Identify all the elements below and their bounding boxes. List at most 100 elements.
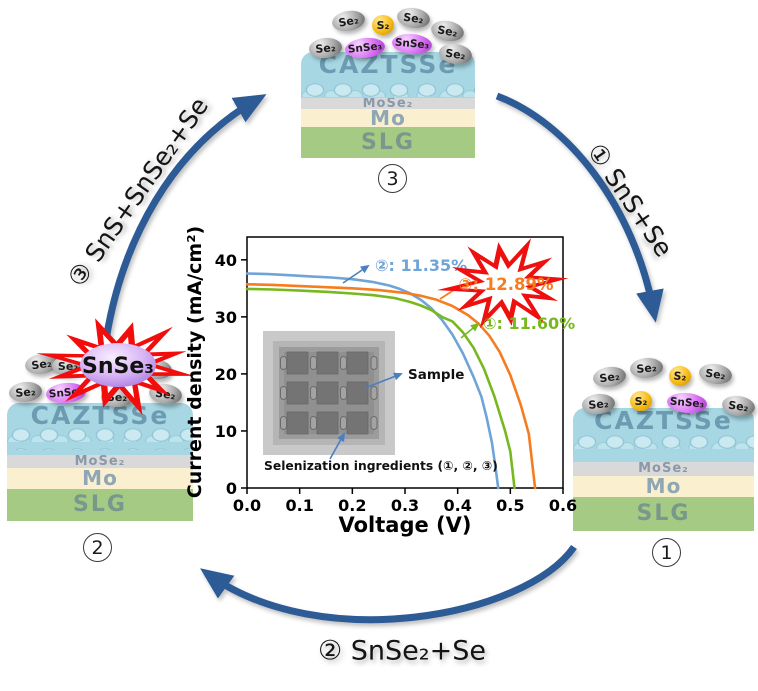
particle-cloud: Se₂ Se₂ S₂ Se₂ Se₂ S₂ SnSe₃ Se₂ xyxy=(573,350,756,570)
layer-mo-label: Mo xyxy=(370,109,406,127)
x-tick-label: 0.3 xyxy=(391,496,419,515)
particle-se2: Se₂ xyxy=(437,41,473,67)
particle-snse3: SnSe₃ xyxy=(391,32,433,56)
x-tick-label: 0.6 xyxy=(549,496,577,515)
ingredient-pellet xyxy=(310,416,317,430)
ingredient-pellet xyxy=(370,386,378,400)
layer-caztsse: CAZTSSe xyxy=(7,403,193,455)
layer-mose2-label: MoSe₂ xyxy=(638,462,689,476)
layer-caztsse-label: CAZTSSe xyxy=(594,408,733,435)
stack-label-2: 2 xyxy=(83,533,112,562)
particle-se2: Se₂ xyxy=(697,361,733,387)
layer-mose2: MoSe₂ xyxy=(7,455,193,468)
leader-green xyxy=(460,322,480,339)
caztsse-grain-texture xyxy=(301,79,475,98)
efficiency-starburst-inner xyxy=(459,253,548,314)
x-axis-title: Voltage (V) xyxy=(339,513,472,537)
leader-blue xyxy=(342,264,370,284)
x-tick-label: 0.4 xyxy=(443,496,471,515)
efficiency-label-3: ③: 12.89% xyxy=(458,275,554,294)
efficiency-label-2: ②: 11.35% xyxy=(375,256,467,275)
arrow-step2-icon xyxy=(200,544,577,624)
sample-label: Sample xyxy=(408,367,464,383)
sample-square xyxy=(286,411,309,435)
sample-square xyxy=(286,351,309,375)
particle-s2: S₂ xyxy=(630,391,652,411)
ingredient-pellet xyxy=(370,356,378,370)
ingredient-pellet xyxy=(310,386,317,400)
layer-mo-label: Mo xyxy=(82,468,118,489)
y-tick-label: 20 xyxy=(215,365,237,384)
particle-se2: Se₂ xyxy=(395,5,431,31)
layer-mo: Mo xyxy=(301,109,475,127)
jv-curve-① xyxy=(245,287,516,490)
leader-sample xyxy=(364,372,403,389)
x-tick-label: 0.2 xyxy=(338,496,366,515)
leader-ingredients xyxy=(329,432,345,460)
layer-slg: SLG xyxy=(7,489,193,521)
ingredient-pellet xyxy=(340,356,347,370)
x-tick-label: 0.1 xyxy=(285,496,313,515)
particle-s2: S₂ xyxy=(668,365,692,387)
layer-mo: Mo xyxy=(573,476,754,497)
particle-se2: Se₂ xyxy=(330,8,366,34)
sample-square xyxy=(286,381,309,405)
y-tick-label: 40 xyxy=(215,251,237,270)
layer-caztsse-label: CAZTSSe xyxy=(318,52,458,79)
sample-square xyxy=(346,411,369,435)
layer-slg-label: SLG xyxy=(636,501,691,527)
sample-square xyxy=(316,381,339,405)
ingredients-label: Selenization ingredients (①, ②, ③) xyxy=(264,459,498,473)
layer-mo: Mo xyxy=(7,468,193,489)
ingredient-pellet xyxy=(310,356,317,370)
snse3-starburst: SnSe₃ xyxy=(36,318,195,416)
particle-cloud: Se₂ S₂ Se₂ Se₂ Se₂ SnSe₃ SnSe₃ Se₂ xyxy=(298,5,478,203)
layer-caztsse-label: CAZTSSe xyxy=(30,403,170,430)
stack-label-1: 1 xyxy=(652,538,681,567)
y-tick-label: 30 xyxy=(215,308,237,327)
particle-snse3: SnSe₃ xyxy=(666,391,708,415)
jv-curve-③ xyxy=(245,282,537,490)
arrow-step3-icon xyxy=(102,94,267,341)
snse3-bubble xyxy=(80,343,156,387)
ingredient-pellet xyxy=(280,386,287,400)
x-tick-label: 0.5 xyxy=(496,496,524,515)
particle-se2: Se₂ xyxy=(628,356,664,380)
snse3-burst-label: SnSe₃ xyxy=(82,354,154,379)
ingredient-pellet xyxy=(340,386,347,400)
efficiency-label-1: ①: 11.60% xyxy=(483,314,575,333)
particle-se2: Se₂ xyxy=(580,392,616,416)
device-stack-3: CAZTSSe MoSe₂ Mo SLG Se₂ S₂ Se₂ Se₂ Se₂ SnSe₃ SnS… xyxy=(298,5,478,203)
y-tick-label: 0 xyxy=(226,479,237,498)
particle-se2: Se₂ xyxy=(720,393,756,419)
arrow-step1-icon xyxy=(495,92,664,323)
x-tick-label: 0.0 xyxy=(233,496,261,515)
layer-slg: SLG xyxy=(301,127,475,158)
layer-stack: CAZTSSe MoSe₂ Mo SLG xyxy=(573,350,755,570)
particle-se2: Se₂ xyxy=(591,364,627,390)
layer-mose2-label: MoSe₂ xyxy=(362,98,414,109)
particle-se2: Se₂ xyxy=(429,18,465,44)
layer-slg: SLG xyxy=(573,497,754,531)
particle-se2: Se₂ xyxy=(307,36,343,60)
ingredient-pellet xyxy=(370,416,378,430)
layer-slg-label: SLG xyxy=(361,129,415,155)
layer-slg-label: SLG xyxy=(73,492,127,518)
caztsse-grain-texture xyxy=(573,431,754,454)
layer-caztsse: CAZTSSe xyxy=(573,408,754,462)
y-tick-label: 10 xyxy=(215,422,237,441)
sample-square xyxy=(316,411,339,435)
ingredient-pellet xyxy=(280,356,287,370)
stack-label-3: 3 xyxy=(378,164,407,193)
sample-photo-inset xyxy=(263,331,395,455)
sample-square xyxy=(346,351,369,375)
ingredient-pellet xyxy=(280,416,287,430)
sample-square xyxy=(316,351,339,375)
sample-square xyxy=(346,381,369,405)
y-axis-title: Current density (mA/cm²) xyxy=(185,226,206,498)
layer-mose2: MoSe₂ xyxy=(301,98,475,109)
arrow-label-step2: ② SnSe₂+Se xyxy=(318,635,486,667)
